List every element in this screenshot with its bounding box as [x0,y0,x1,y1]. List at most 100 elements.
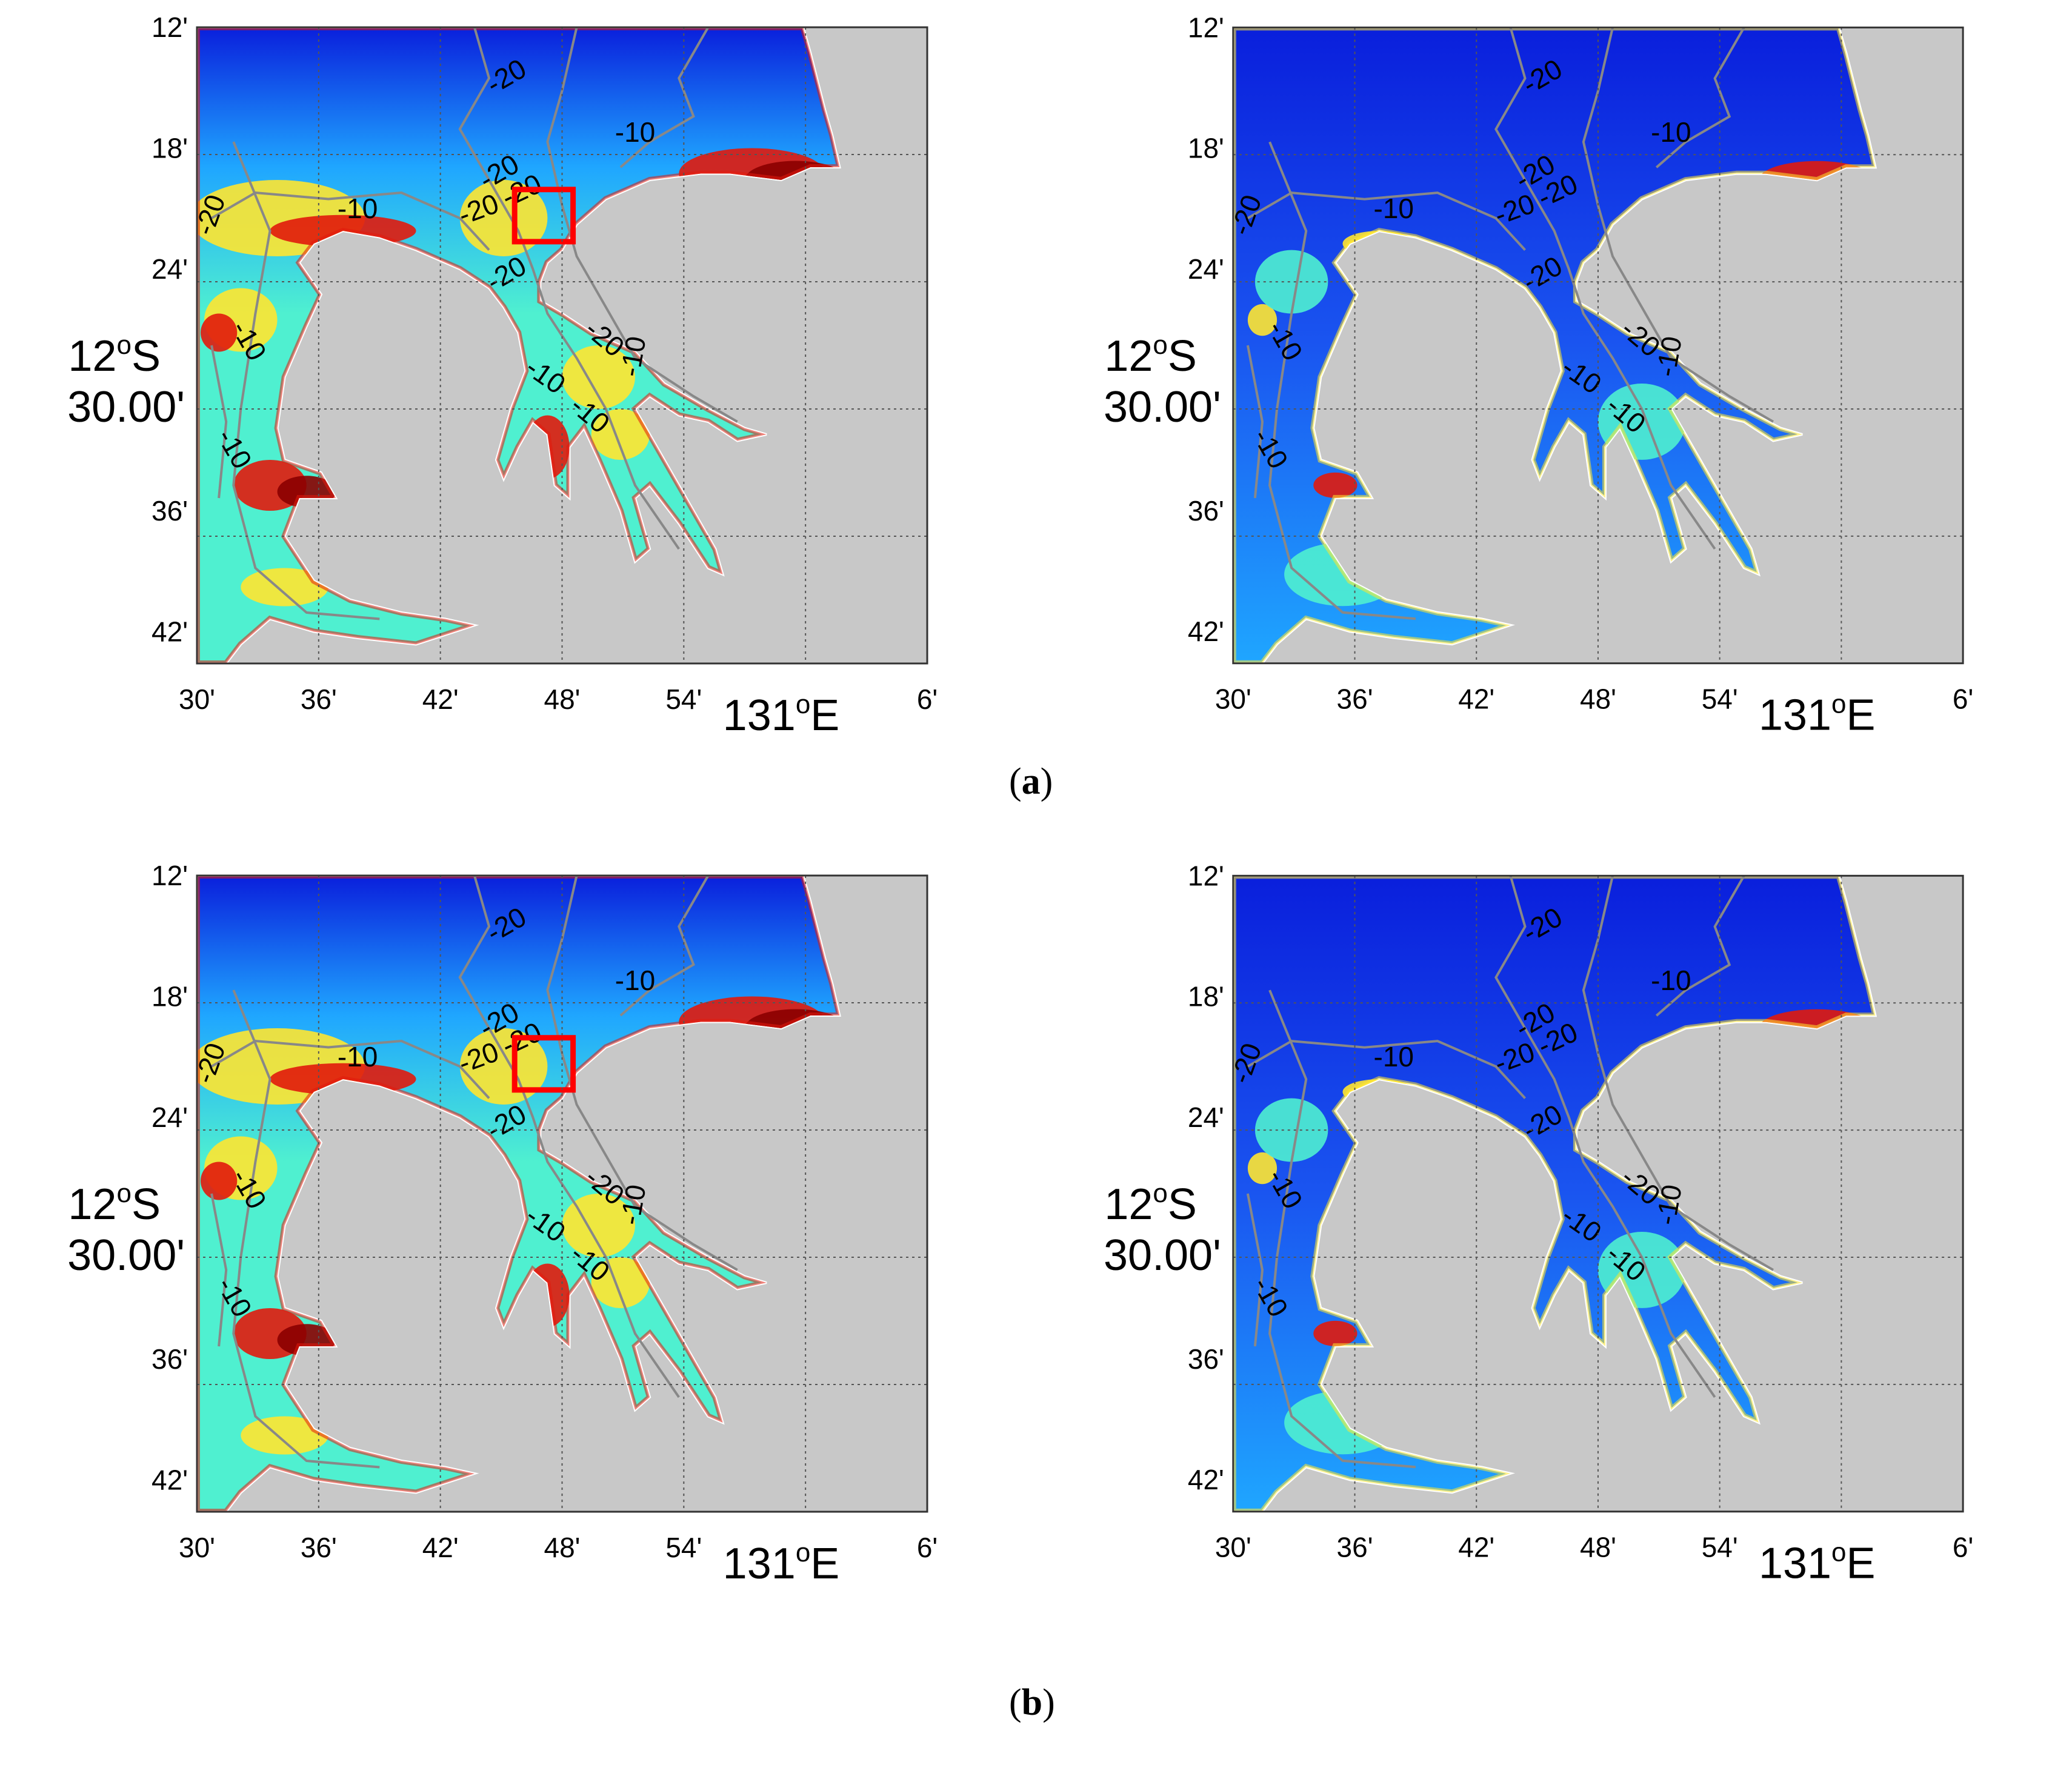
contour-label: -10 [614,1182,652,1228]
patch [1247,304,1278,336]
x-tick-label: 36' [301,1532,337,1563]
depth-contour [1582,27,1774,423]
x-tick-label: 6' [917,683,938,715]
y-center-minutes: 30.00' [67,383,185,431]
depth-contour [546,875,738,1271]
y-tick-label: 12' [152,12,188,43]
contour-label: -10 [614,334,652,379]
caption-b: (b) [1009,1682,1055,1723]
depth-contour [1247,191,1527,251]
contour-label: -10 [615,965,655,996]
contour-label: -10 [338,1041,378,1072]
y-tick-label: 24' [152,1102,188,1133]
x-center-label: 131oE [1759,1538,1875,1588]
contour-label: -10 [1374,1041,1414,1072]
y-center-label: 12oS [68,330,161,381]
depth-contour [211,191,490,251]
x-tick-label: 48' [1580,1532,1616,1563]
x-tick-label: 36' [1337,683,1373,715]
y-tick-label: 36' [152,495,188,527]
x-center-label: 131oE [1759,690,1875,740]
patch [591,1257,650,1308]
depth-contour [1246,1193,1264,1347]
depth-contour [210,345,228,499]
depth-contour [458,27,680,550]
contour-label: -10 [1650,1182,1688,1227]
y-center-minutes: 30.00' [67,1231,185,1280]
y-tick-label: 42' [152,1464,188,1496]
depth-contour [546,27,738,423]
contour-label: -10 [1651,965,1691,996]
x-tick-label: 54' [1702,683,1738,715]
depth-contour [210,1193,228,1347]
x-tick-label: 36' [301,683,337,715]
x-tick-label: 54' [1702,1532,1738,1563]
patch [562,1194,635,1257]
y-center-label: 12oS [1104,330,1196,381]
y-tick-label: 18' [1188,133,1224,164]
highlight-box [511,187,576,245]
y-tick-label: 12' [152,860,188,891]
depth-contour [232,989,380,1469]
patch [241,568,328,607]
depth-contour [1268,141,1416,620]
x-tick-label: 48' [1580,683,1616,715]
map-panel-a-right: -20-10-20-20-20-10-20-10 -20-10-10-10-20-… [1104,12,1973,740]
y-tick-label: 36' [1188,1343,1224,1375]
y-tick-label: 36' [1188,495,1224,527]
contour-label: -10 [615,116,655,148]
plot-frame [196,874,928,1513]
patch [241,1416,328,1455]
contour-label: -10 [1650,334,1688,379]
patch [1313,1320,1357,1346]
y-tick-label: 18' [152,981,188,1012]
x-tick-label: 48' [544,1532,581,1563]
x-center-label: 131oE [723,690,840,740]
plot-frame [1232,874,1964,1513]
map-panel-b-right: -20-10-20-20-20-10-20-10 -20-10-10-10-20-… [1104,860,1973,1588]
y-tick-label: 24' [152,253,188,285]
y-center-minutes: 30.00' [1104,383,1221,431]
patch [1313,472,1357,498]
y-tick-label: 18' [152,133,188,164]
depth-contour [619,27,710,168]
x-tick-label: 6' [917,1532,938,1563]
x-tick-label: 42' [422,1532,459,1563]
x-tick-label: 42' [422,683,459,715]
x-tick-label: 42' [1458,683,1494,715]
y-tick-label: 12' [1188,860,1224,891]
plot-frame [196,26,928,665]
depth-contour [619,875,710,1017]
patch [562,345,635,409]
caption-a: (a) [1009,761,1053,802]
contour-label: -10 [1374,193,1414,224]
depth-contour [458,875,680,1398]
map-panel-a-left: -20-10-20-20-20-10-20-10 -20-10-10-10-20-… [67,12,938,740]
patch [201,313,238,352]
x-tick-label: 6' [1953,1532,1973,1563]
x-tick-label: 48' [544,683,581,715]
contour-label: -10 [338,193,378,224]
x-center-label: 131oE [723,1538,840,1588]
patch [459,1028,548,1105]
depth-contour [1247,1040,1527,1099]
patch [459,180,548,256]
patch [591,409,650,460]
patch [1254,1098,1328,1162]
depth-contour [232,141,380,620]
y-tick-label: 24' [1188,1102,1224,1133]
patch [1247,1152,1278,1185]
depth-contour [1655,875,1745,1017]
x-tick-label: 30' [179,683,215,715]
x-tick-label: 30' [1215,683,1251,715]
y-tick-label: 24' [1188,253,1224,285]
y-tick-label: 36' [152,1343,188,1375]
depth-contour [1246,345,1264,499]
depth-contour [1268,989,1416,1469]
patch [201,1162,238,1200]
y-tick-label: 18' [1188,981,1224,1012]
map-panel-b-left: -20-10-20-20-20-10-20-10 -20-10-10-10-20-… [67,860,938,1588]
y-center-minutes: 30.00' [1104,1231,1221,1280]
y-tick-label: 42' [152,616,188,648]
y-center-label: 12oS [68,1178,161,1229]
